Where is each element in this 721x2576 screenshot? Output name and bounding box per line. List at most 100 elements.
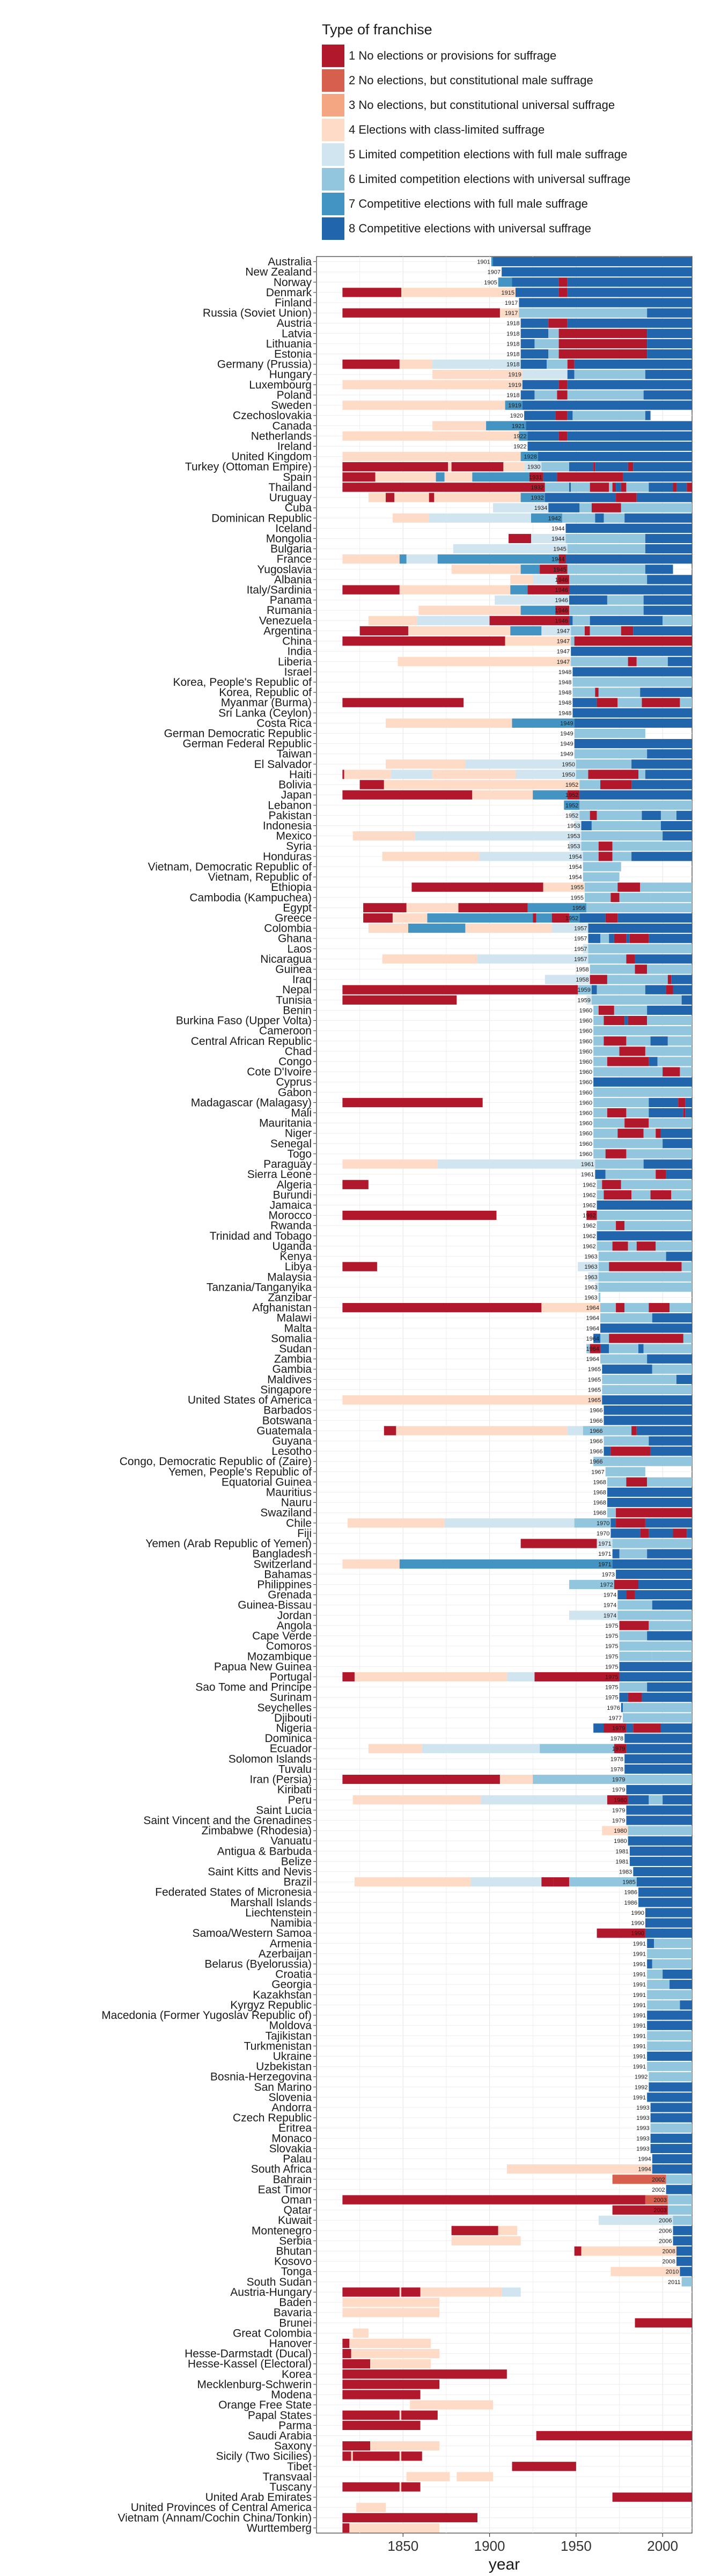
heatmap-cell	[432, 770, 516, 779]
data-label: 1954	[569, 864, 582, 870]
heatmap-cell	[368, 616, 417, 625]
y-tick-label: Mauritania	[259, 1117, 312, 1130]
heatmap-cell	[676, 810, 692, 820]
data-label: 1975	[605, 1633, 618, 1640]
heatmap-cell	[583, 944, 588, 954]
y-tick-label: Papal States	[248, 2409, 312, 2421]
heatmap-cell	[614, 934, 627, 943]
data-label: 1975	[605, 1643, 618, 1650]
heatmap-cell	[417, 616, 490, 625]
heatmap-cell	[657, 1057, 692, 1066]
legend-entry: 5 Limited competition elections with ful…	[322, 142, 697, 167]
y-tick-label: Egypt	[283, 902, 312, 914]
y-tick-label: Poland	[277, 389, 312, 401]
heatmap-cell	[569, 595, 607, 605]
heatmap-cell	[342, 1180, 369, 1189]
y-tick-label: Vietnam, Democratic Republic of	[148, 861, 312, 873]
heatmap-cell	[351, 2451, 353, 2461]
y-tick-label: Sudan	[279, 1343, 312, 1355]
heatmap-cell	[643, 1344, 692, 1353]
heatmap-cell	[602, 1374, 676, 1384]
heatmap-cell	[457, 2472, 494, 2482]
heatmap-cell	[663, 1139, 692, 1148]
heatmap-cell	[631, 852, 692, 861]
y-tick-label: Surinam	[270, 1692, 312, 1704]
data-label: 1960	[579, 1079, 592, 1086]
data-label: 1974	[604, 1613, 616, 1619]
heatmap-cell	[624, 1015, 628, 1026]
heatmap-cell	[647, 1005, 692, 1015]
heatmap-cell	[597, 810, 642, 820]
heatmap-cell	[636, 1241, 656, 1251]
heatmap-cell	[558, 288, 568, 297]
data-label: 1963	[584, 1284, 597, 1291]
data-label: 1968	[593, 1510, 606, 1517]
heatmap-cell	[579, 503, 592, 513]
heatmap-cell	[610, 1518, 616, 1528]
y-tick-label: Oman	[281, 2194, 312, 2206]
y-tick-label: Modena	[271, 2389, 312, 2401]
y-tick-label: Slovenia	[268, 2091, 312, 2104]
heatmap-cell	[571, 636, 575, 646]
heatmap-cell	[645, 1046, 692, 1056]
heatmap-cell	[638, 770, 645, 779]
data-label: 1953	[567, 823, 580, 830]
data-label: 1918	[506, 341, 519, 347]
x-tick-label: 1950	[561, 2538, 592, 2554]
heatmap-cell	[493, 503, 549, 513]
data-label: 1981	[615, 1848, 628, 1855]
heatmap-cell	[543, 882, 585, 892]
y-tick-label: Korea	[282, 2368, 312, 2381]
y-tick-label: Malawi	[277, 1312, 312, 1324]
heatmap-cell	[635, 964, 648, 974]
y-tick-label: Kiribati	[277, 1784, 312, 1796]
data-label: 1946	[555, 577, 568, 583]
heatmap-cell	[616, 1508, 692, 1518]
heatmap-cell	[408, 626, 511, 636]
heatmap-cell	[609, 482, 613, 492]
y-tick-label: Saint Lucia	[256, 1804, 312, 1817]
y-tick-label: Vietnam, Republic of	[208, 871, 312, 883]
data-label: 1970	[597, 1520, 609, 1527]
y-tick-label: Russia (Soviet Union)	[203, 307, 312, 319]
heatmap-cell	[522, 370, 568, 379]
y-tick-label: China	[282, 635, 312, 648]
y-tick-label: Taiwan	[277, 748, 312, 760]
heatmap-cell	[633, 626, 692, 636]
data-label: 1994	[638, 2156, 651, 2163]
heatmap-cell	[348, 1518, 445, 1528]
y-tick-label: Afghanistan	[252, 1302, 312, 1314]
heatmap-cell	[619, 1641, 692, 1651]
heatmap-cell	[569, 605, 644, 615]
heatmap-cell	[472, 790, 533, 800]
heatmap-cell	[567, 360, 575, 369]
heatmap-cell	[621, 626, 634, 636]
y-tick-label: Seychelles	[257, 1702, 312, 1714]
y-tick-label: Barbados	[263, 1404, 312, 1417]
y-tick-label: Yemen, People's Republic of	[168, 1466, 312, 1478]
y-tick-label: Fiji	[297, 1527, 312, 1540]
heatmap-cell	[569, 841, 582, 851]
heatmap-cell	[569, 482, 571, 492]
heatmap-cell	[585, 892, 611, 902]
y-tick-label: Solomon Islands	[229, 1753, 312, 1765]
data-label: 1950	[562, 762, 575, 768]
data-label: 1960	[579, 1151, 592, 1158]
y-tick-label: Zimbabwe (Rhodesia)	[202, 1825, 312, 1837]
y-tick-label: Tibet	[287, 2461, 312, 2473]
data-label: 1947	[557, 628, 570, 634]
y-tick-label: Peru	[288, 1794, 312, 1806]
heatmap-cell	[571, 810, 580, 820]
y-tick-label: Liberia	[278, 656, 312, 668]
heatmap-cell	[588, 770, 638, 779]
heatmap-cell	[616, 493, 637, 502]
heatmap-cell	[607, 1477, 627, 1487]
y-tick-label: Malaysia	[267, 1271, 312, 1283]
data-label: 1979	[612, 1787, 625, 1794]
data-label: 1961	[581, 1161, 594, 1168]
heatmap-cell	[470, 1877, 542, 1887]
heatmap-cell	[595, 1282, 599, 1292]
heatmap-cell	[614, 1744, 627, 1753]
data-label: 1983	[619, 1869, 632, 1876]
heatmap-cell	[593, 1046, 620, 1056]
